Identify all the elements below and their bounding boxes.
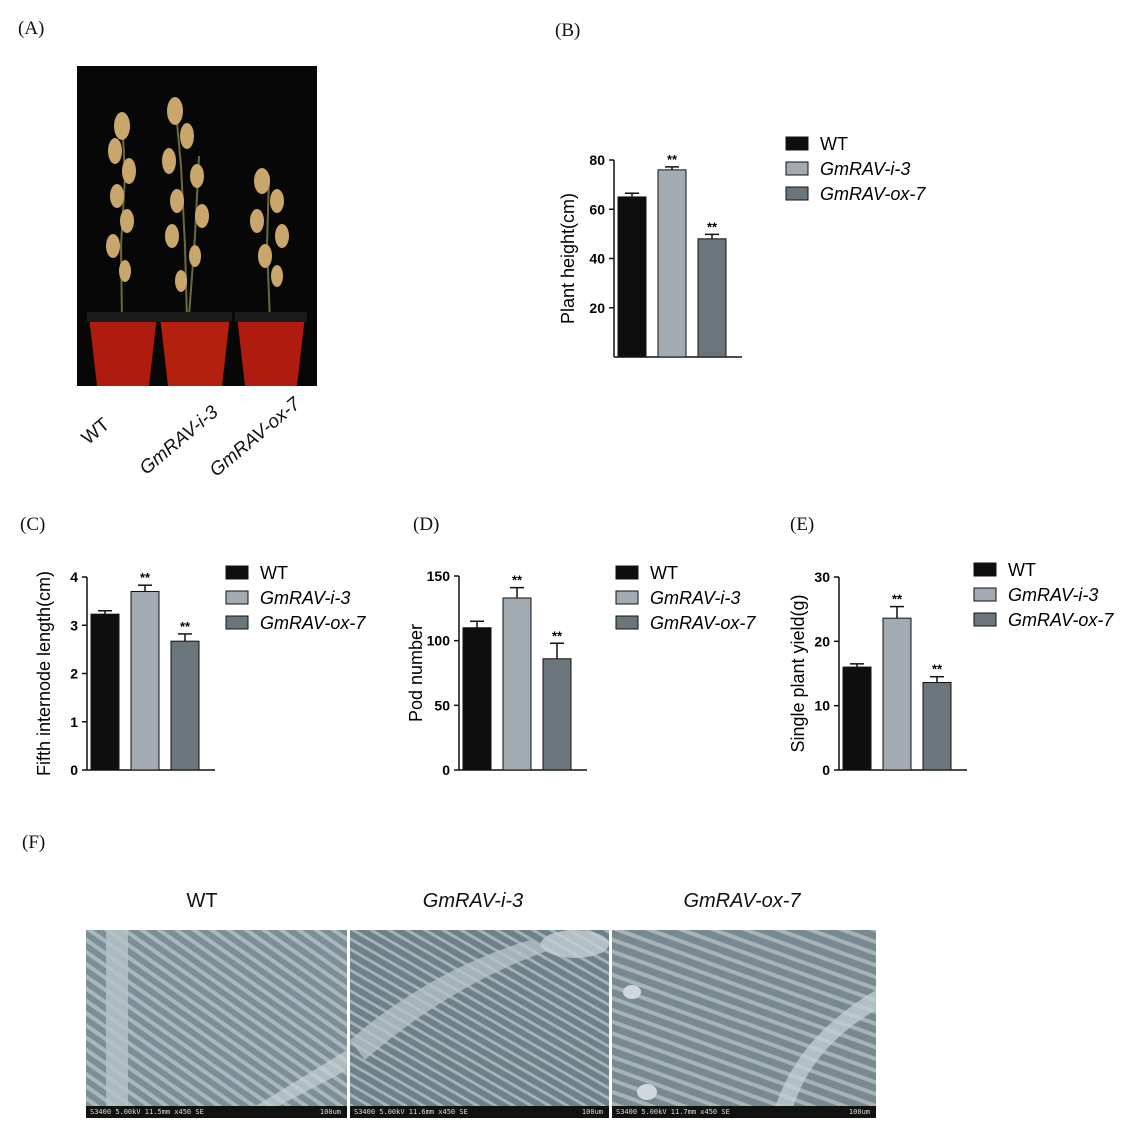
chart-e-legend-swatch-0 <box>973 562 997 577</box>
panel-label-f: (F) <box>22 832 46 853</box>
chart-d-bar-0 <box>462 627 492 771</box>
chart-d-bar-1 <box>502 597 532 771</box>
chart-d-legend-label-2: GmRAV-ox-7 <box>650 613 756 633</box>
panel-label-a: (A) <box>18 18 45 39</box>
chart-d-legend-swatch-1 <box>615 590 639 605</box>
chart-b-legend-swatch-2 <box>785 186 809 201</box>
chart-e-bar-1 <box>882 617 912 771</box>
sem-footer-wt: S3400 5.00kV 11.5mm x450 SE 100um <box>86 1106 347 1118</box>
chart-b-tick-label-3: 80 <box>589 152 605 168</box>
chart-d-legend-swatch-2 <box>615 615 639 630</box>
sem-footer-gmrav-ox-7: S3400 5.00kV 11.7mm x450 SE 100um <box>612 1106 876 1118</box>
chart-c-bar-0 <box>90 613 120 771</box>
chart-d-significance-2: ** <box>552 628 563 643</box>
chart-c-bar-2 <box>170 640 200 771</box>
chart-c-ylabel: Fifth internode length(cm) <box>34 571 54 776</box>
chart-e-legend-label-1: GmRAV-i-3 <box>1008 585 1098 605</box>
chart-d-bar-2 <box>542 658 572 771</box>
chart-d-significance-1: ** <box>512 573 523 588</box>
chart-c-tick-label-0: 0 <box>70 762 78 778</box>
chart-c-legend-label-0: WT <box>260 563 288 583</box>
chart-e-legend-label-2: GmRAV-ox-7 <box>1008 610 1114 630</box>
chart-c-legend-label-1: GmRAV-i-3 <box>260 588 350 608</box>
sem-title-gmrav-ox-7: GmRAV-ox-7 <box>683 890 801 912</box>
chart-e-tick-label-3: 30 <box>814 569 830 585</box>
chart-d-ylabel: Pod number <box>406 624 426 722</box>
chart-c-significance-1: ** <box>140 570 151 585</box>
chart-d-tick-label-3: 150 <box>427 568 451 584</box>
chart-b-bar-1 <box>657 169 687 358</box>
chart-d-tick-label-0: 0 <box>442 762 450 778</box>
chart-b-bar-2 <box>697 238 727 358</box>
chart-b-legend-label-0: WT <box>820 134 848 154</box>
chart-b-tick-label-2: 60 <box>589 201 605 217</box>
chart-e-tick-label-2: 20 <box>814 633 830 649</box>
chart-e-legend-swatch-1 <box>973 587 997 602</box>
chart-b-legend-label-2: GmRAV-ox-7 <box>820 184 926 204</box>
chart-e-legend-label-0: WT <box>1008 560 1036 580</box>
sem-image-gmrav-ox-7: S3400 5.00kV 11.7mm x450 SE 100um <box>612 930 876 1118</box>
chart-e-tick-label-1: 10 <box>814 698 830 714</box>
chart-d-legend-swatch-0 <box>615 565 639 580</box>
panel-label-d: (D) <box>413 514 440 535</box>
chart-c-significance-2: ** <box>180 619 191 634</box>
chart-e-significance-1: ** <box>892 592 903 607</box>
chart-e-bar-0 <box>842 666 872 771</box>
chart-c-tick-label-4: 4 <box>70 569 78 585</box>
chart-e-legend-swatch-2 <box>973 612 997 627</box>
chart-b-tick-label-1: 40 <box>589 251 605 267</box>
chart-b-tick-label-0: 20 <box>589 300 605 316</box>
chart-b-bar-0 <box>617 196 647 358</box>
chart-b-ylabel: Plant height(cm) <box>558 193 578 324</box>
panel-label-c: (C) <box>20 514 46 535</box>
chart-e-ylabel: Single plant yield(g) <box>788 594 808 752</box>
chart-c-tick-label-3: 3 <box>70 617 78 633</box>
chart-e-bar-2 <box>922 682 952 771</box>
chart-c-tick-label-2: 2 <box>70 666 78 682</box>
chart-d-tick-label-1: 50 <box>434 697 450 713</box>
chart-c-legend-label-2: GmRAV-ox-7 <box>260 613 366 633</box>
plant-photo <box>77 66 317 386</box>
sem-image-wt: S3400 5.00kV 11.5mm x450 SE 100um <box>86 930 347 1118</box>
chart-c-tick-label-1: 1 <box>70 714 78 730</box>
chart-e-tick-label-0: 0 <box>822 762 830 778</box>
chart-b-significance-2: ** <box>707 219 718 234</box>
chart-c-bar-1 <box>130 590 160 771</box>
chart-c-legend-swatch-1 <box>225 590 249 605</box>
chart-b-significance-1: ** <box>667 152 678 167</box>
sem-title-wt: WT <box>186 890 218 912</box>
sem-image-gmrav-i-3: S3400 5.00kV 11.6mm x450 SE 100um <box>350 930 609 1118</box>
chart-b-legend-label-1: GmRAV-i-3 <box>820 159 910 179</box>
chart-d-legend-label-0: WT <box>650 563 678 583</box>
sem-title-gmrav-i-3: GmRAV-i-3 <box>422 890 524 912</box>
chart-d-legend-label-1: GmRAV-i-3 <box>650 588 740 608</box>
chart-c-legend-swatch-0 <box>225 565 249 580</box>
chart-b-legend-swatch-0 <box>785 136 809 151</box>
chart-b-legend-swatch-1 <box>785 161 809 176</box>
chart-c-legend-swatch-2 <box>225 615 249 630</box>
panel-label-b: (B) <box>555 20 581 41</box>
sem-footer-gmrav-i-3: S3400 5.00kV 11.6mm x450 SE 100um <box>350 1106 609 1118</box>
chart-e-significance-2: ** <box>932 662 943 677</box>
chart-d-tick-label-2: 100 <box>427 633 451 649</box>
panel-label-e: (E) <box>790 514 815 535</box>
